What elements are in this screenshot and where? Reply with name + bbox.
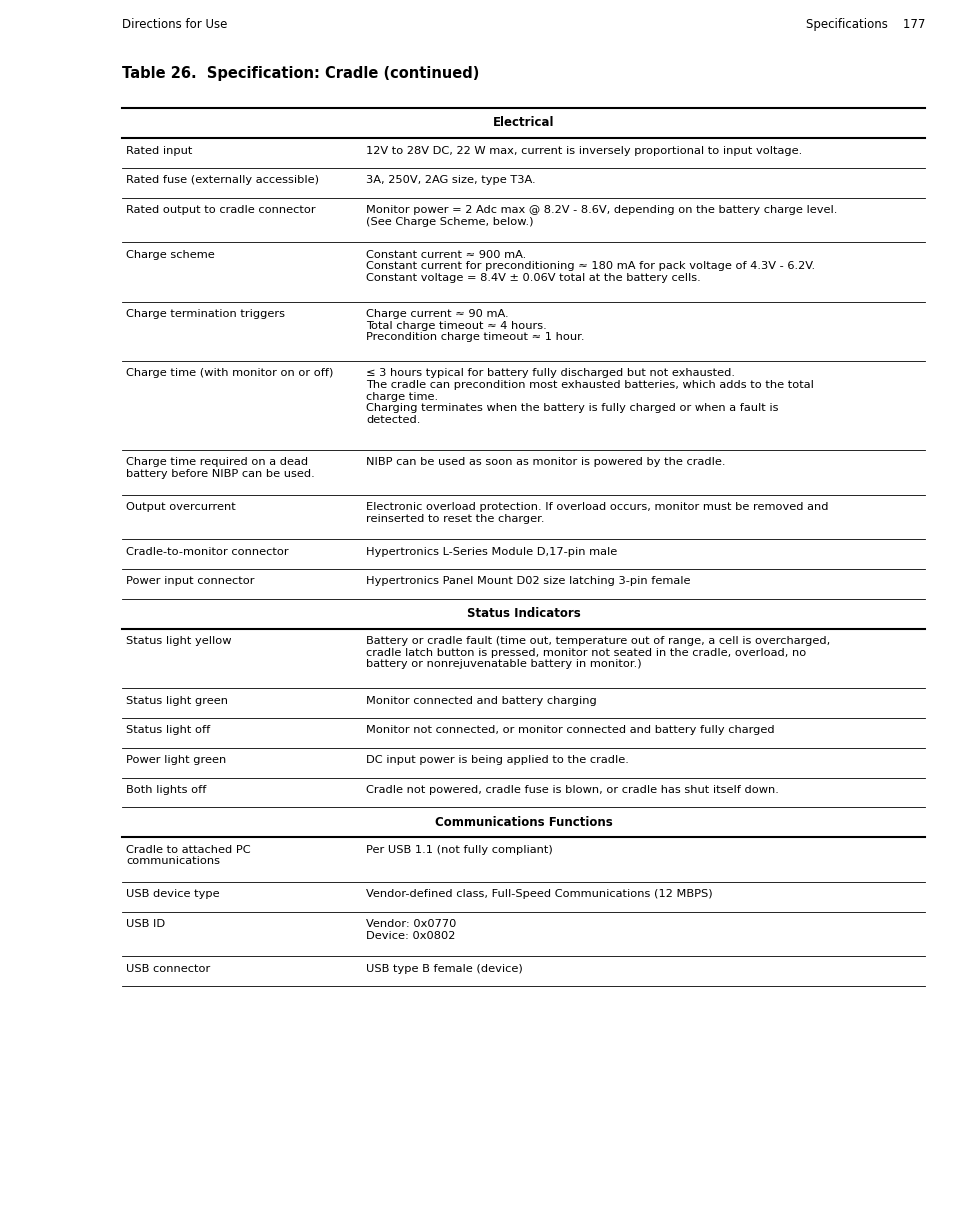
Text: Status Indicators: Status Indicators — [467, 607, 580, 620]
Text: Cradle not powered, cradle fuse is blown, or cradle has shut itself down.: Cradle not powered, cradle fuse is blown… — [366, 785, 779, 795]
Text: Battery or cradle fault (time out, temperature out of range, a cell is overcharg: Battery or cradle fault (time out, tempe… — [366, 636, 830, 669]
Text: USB ID: USB ID — [126, 919, 165, 929]
Text: Charge termination triggers: Charge termination triggers — [126, 309, 285, 319]
Text: Directions for Use: Directions for Use — [122, 18, 227, 31]
Text: Power input connector: Power input connector — [126, 576, 255, 586]
Text: Vendor: 0x0770
Device: 0x0802: Vendor: 0x0770 Device: 0x0802 — [366, 919, 457, 941]
Text: Output overcurrent: Output overcurrent — [126, 502, 236, 512]
Text: Charge time required on a dead
battery before NIBP can be used.: Charge time required on a dead battery b… — [126, 458, 315, 479]
Text: 3A, 250V, 2AG size, type T3A.: 3A, 250V, 2AG size, type T3A. — [366, 176, 536, 186]
Text: Rated fuse (externally accessible): Rated fuse (externally accessible) — [126, 176, 319, 186]
Text: Vendor-defined class, Full-Speed Communications (12 MBPS): Vendor-defined class, Full-Speed Communi… — [366, 890, 712, 900]
Text: NIBP can be used as soon as monitor is powered by the cradle.: NIBP can be used as soon as monitor is p… — [366, 458, 725, 468]
Text: Both lights off: Both lights off — [126, 785, 206, 795]
Text: Cradle to attached PC
communications: Cradle to attached PC communications — [126, 845, 251, 867]
Text: DC input power is being applied to the cradle.: DC input power is being applied to the c… — [366, 756, 629, 766]
Text: ≤ 3 hours typical for battery fully discharged but not exhausted.
The cradle can: ≤ 3 hours typical for battery fully disc… — [366, 369, 814, 425]
Text: Charge current ≈ 90 mA.
Total charge timeout ≈ 4 hours.
Precondition charge time: Charge current ≈ 90 mA. Total charge tim… — [366, 309, 584, 342]
Text: Per USB 1.1 (not fully compliant): Per USB 1.1 (not fully compliant) — [366, 845, 553, 855]
Text: Charge time (with monitor on or off): Charge time (with monitor on or off) — [126, 369, 333, 379]
Text: Status light off: Status light off — [126, 725, 210, 735]
Text: Monitor connected and battery charging: Monitor connected and battery charging — [366, 696, 597, 706]
Text: USB type B female (device): USB type B female (device) — [366, 963, 523, 974]
Text: Charge scheme: Charge scheme — [126, 250, 215, 260]
Text: Constant current ≈ 900 mA.
Constant current for preconditioning ≈ 180 mA for pac: Constant current ≈ 900 mA. Constant curr… — [366, 250, 816, 283]
Text: Power light green: Power light green — [126, 756, 226, 766]
Text: Electrical: Electrical — [493, 116, 554, 129]
Text: Electronic overload protection. If overload occurs, monitor must be removed and
: Electronic overload protection. If overl… — [366, 502, 828, 524]
Text: Specifications    177: Specifications 177 — [806, 18, 925, 31]
Text: USB connector: USB connector — [126, 963, 210, 974]
Text: 12V to 28V DC, 22 W max, current is inversely proportional to input voltage.: 12V to 28V DC, 22 W max, current is inve… — [366, 145, 802, 155]
Text: Cradle-to-monitor connector: Cradle-to-monitor connector — [126, 547, 289, 557]
Text: USB device type: USB device type — [126, 890, 220, 900]
Text: Status light green: Status light green — [126, 696, 228, 706]
Text: Table 26.  Specification: Cradle (continued): Table 26. Specification: Cradle (continu… — [122, 66, 479, 81]
Text: Communications Functions: Communications Functions — [434, 816, 612, 829]
Text: Rated output to cradle connector: Rated output to cradle connector — [126, 205, 316, 215]
Text: Monitor not connected, or monitor connected and battery fully charged: Monitor not connected, or monitor connec… — [366, 725, 775, 735]
Text: Status light yellow: Status light yellow — [126, 636, 231, 646]
Text: Hypertronics Panel Mount D02 size latching 3-pin female: Hypertronics Panel Mount D02 size latchi… — [366, 576, 690, 586]
Text: Rated input: Rated input — [126, 145, 192, 155]
Text: Monitor power = 2 Adc max @ 8.2V - 8.6V, depending on the battery charge level.
: Monitor power = 2 Adc max @ 8.2V - 8.6V,… — [366, 205, 837, 227]
Text: Hypertronics L-Series Module D,17-pin male: Hypertronics L-Series Module D,17-pin ma… — [366, 547, 617, 557]
